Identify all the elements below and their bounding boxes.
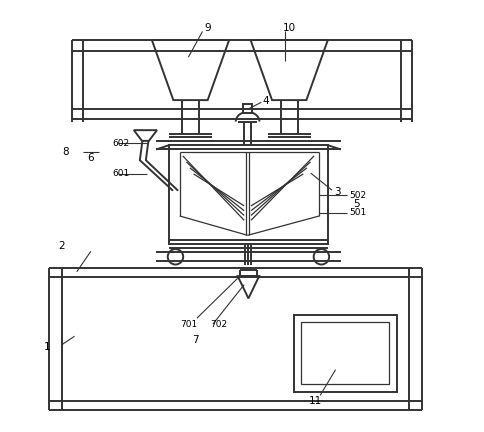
Text: 602: 602 xyxy=(112,139,130,148)
Text: 601: 601 xyxy=(112,169,130,178)
Bar xyxy=(169,145,328,244)
Text: 5: 5 xyxy=(353,199,359,209)
Polygon shape xyxy=(251,40,328,100)
Polygon shape xyxy=(152,40,229,100)
Text: 701: 701 xyxy=(180,320,197,329)
Polygon shape xyxy=(238,276,259,299)
Text: 702: 702 xyxy=(210,320,227,329)
Text: 6: 6 xyxy=(88,153,94,163)
Bar xyxy=(293,315,396,392)
Text: 7: 7 xyxy=(192,335,199,345)
Text: 3: 3 xyxy=(334,187,341,197)
Text: 2: 2 xyxy=(58,241,65,251)
Text: 8: 8 xyxy=(62,147,69,158)
Bar xyxy=(243,105,252,113)
Text: 4: 4 xyxy=(263,96,269,106)
Text: 9: 9 xyxy=(204,23,211,33)
Text: 10: 10 xyxy=(283,23,296,33)
Bar xyxy=(301,322,389,384)
Text: 1: 1 xyxy=(44,342,50,352)
Text: 11: 11 xyxy=(308,397,322,407)
Text: 502: 502 xyxy=(349,191,366,200)
Polygon shape xyxy=(134,130,157,141)
Text: 501: 501 xyxy=(349,208,366,217)
